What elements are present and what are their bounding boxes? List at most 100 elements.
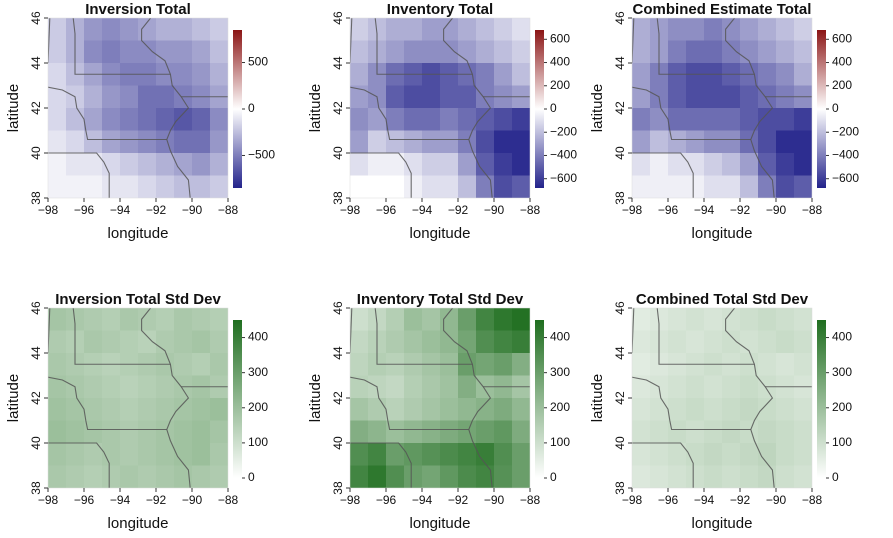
cell xyxy=(704,330,723,354)
y-tick-label: 40 xyxy=(331,146,345,160)
cell xyxy=(102,420,121,444)
cell xyxy=(350,85,369,109)
cell xyxy=(386,308,405,331)
x-tick-label: −96 xyxy=(658,493,679,507)
cell xyxy=(138,175,157,198)
cell xyxy=(722,420,741,444)
cell xyxy=(404,175,423,198)
x-tick-label: −92 xyxy=(146,493,167,507)
y-tick-label: 40 xyxy=(29,436,43,450)
y-tick-label: 42 xyxy=(613,391,627,405)
cell xyxy=(722,465,741,488)
cell xyxy=(740,375,759,399)
cell xyxy=(386,130,405,154)
colorbar-tick-label: 200 xyxy=(550,78,570,92)
cell xyxy=(668,375,687,399)
cell xyxy=(794,308,812,331)
cell xyxy=(84,398,103,421)
colorbar-tick-label: 300 xyxy=(832,365,852,379)
panel-title: Inventory Total xyxy=(387,1,493,18)
cell xyxy=(758,420,777,444)
cell xyxy=(422,443,441,466)
cell xyxy=(66,18,85,41)
cell xyxy=(632,175,651,198)
colorbar xyxy=(817,30,826,188)
cell xyxy=(740,443,759,466)
y-tick-label: 42 xyxy=(29,101,43,115)
cell xyxy=(476,330,495,354)
cell xyxy=(512,330,530,354)
y-tick-label: 40 xyxy=(29,146,43,160)
cell xyxy=(192,308,211,331)
panel: Combined Total Std Dev longitude latitude −… xyxy=(589,291,852,532)
cell xyxy=(776,330,795,354)
y-tick-label: 38 xyxy=(613,191,627,205)
cell xyxy=(422,398,441,421)
cell xyxy=(704,465,723,488)
cell xyxy=(722,85,741,109)
cell xyxy=(650,420,669,444)
cell xyxy=(476,108,495,131)
cell xyxy=(458,465,477,488)
cell xyxy=(476,153,495,176)
cell xyxy=(174,353,193,376)
cell xyxy=(48,130,67,154)
cell xyxy=(386,85,405,109)
cell xyxy=(740,85,759,109)
state-border xyxy=(350,152,412,198)
x-tick-label: −88 xyxy=(802,493,823,507)
cell xyxy=(404,130,423,154)
cell xyxy=(422,108,441,131)
cell xyxy=(494,153,513,176)
heatmap xyxy=(48,18,228,198)
cell xyxy=(476,308,495,331)
cell xyxy=(632,398,651,421)
cell xyxy=(650,398,669,421)
cell xyxy=(476,398,495,421)
cell xyxy=(120,465,139,488)
cell xyxy=(138,308,157,331)
x-axis-label: longitude xyxy=(692,515,753,532)
x-tick-label: −98 xyxy=(38,203,59,217)
cell xyxy=(494,353,513,376)
cell xyxy=(350,465,369,488)
cell xyxy=(794,353,812,376)
heatmap xyxy=(632,308,812,488)
cell xyxy=(368,18,387,41)
cell xyxy=(350,18,369,41)
cell xyxy=(440,108,459,131)
state-border xyxy=(48,442,110,488)
cell xyxy=(368,153,387,176)
cell xyxy=(512,40,530,64)
colorbar xyxy=(535,30,544,188)
cell xyxy=(440,330,459,354)
cell xyxy=(404,330,423,354)
heatmap xyxy=(350,18,530,198)
cell xyxy=(156,443,175,466)
colorbar-tick-label: 100 xyxy=(832,435,852,449)
cell xyxy=(458,308,477,331)
cell xyxy=(192,63,211,86)
x-tick-label: −90 xyxy=(182,493,203,507)
cell xyxy=(776,420,795,444)
y-axis-label: latitude xyxy=(5,374,22,422)
cell xyxy=(722,175,741,198)
cell xyxy=(722,375,741,399)
cell xyxy=(512,443,530,466)
cell xyxy=(48,18,67,41)
state-border xyxy=(350,18,353,64)
cell xyxy=(686,85,705,109)
state-border xyxy=(350,376,469,431)
cell xyxy=(440,130,459,154)
cell xyxy=(632,108,651,131)
cell xyxy=(476,63,495,86)
cell xyxy=(192,153,211,176)
cell xyxy=(102,40,121,64)
cell xyxy=(102,18,121,41)
cell xyxy=(404,85,423,109)
colorbar-tick-label: −400 xyxy=(550,148,577,162)
cell xyxy=(84,153,103,176)
cell xyxy=(368,443,387,466)
y-tick-label: 40 xyxy=(331,436,345,450)
